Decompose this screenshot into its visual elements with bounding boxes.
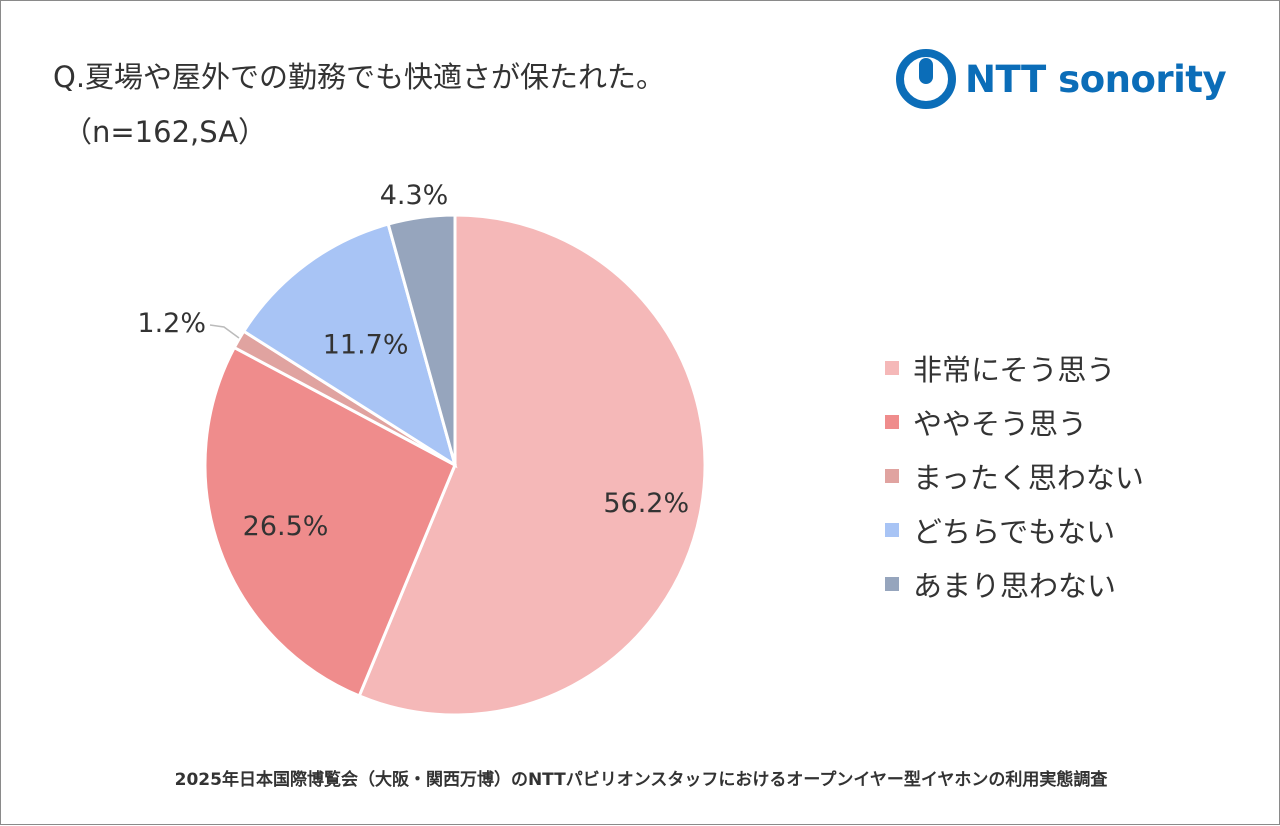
chart-title: Q.夏場や屋外での勤務でも快適さが保たれた。: [53, 60, 666, 94]
logo-text: NTT sonority: [965, 57, 1227, 101]
legend-swatch: [885, 361, 899, 375]
ntt-logo-icon: [896, 49, 956, 109]
legend-swatch: [885, 577, 899, 591]
slice-label: 26.5%: [243, 511, 329, 542]
legend-label: どちらでもない: [913, 515, 1116, 549]
legend-label: あまり思わない: [913, 569, 1117, 603]
chart-subtitle: （n=162,SA）: [63, 115, 268, 149]
chart-legend: 非常にそう思う ややそう思うまったく思わない どちらでもない あまり思わない: [885, 341, 1144, 611]
slice-label: 4.3%: [380, 180, 449, 211]
legend-item: まったく思わない: [885, 449, 1144, 503]
brand-logo: NTT sonority: [895, 47, 1227, 111]
pie-slice: [203, 345, 457, 698]
legend-swatch: [885, 523, 899, 537]
legend-swatch: [885, 415, 899, 429]
slice-label: 11.7%: [323, 330, 409, 361]
slice-label: 1.2%: [137, 308, 206, 339]
legend-label: まったく思わない: [913, 461, 1144, 495]
slice-label: 56.2%: [603, 488, 689, 519]
pie-slice: [357, 213, 707, 717]
legend-item: 非常にそう思う: [885, 341, 1144, 395]
legend-item: あまり思わない: [885, 557, 1144, 611]
leader-line: [209, 324, 240, 339]
pie-slice: [386, 213, 457, 466]
legend-swatch: [885, 469, 899, 483]
legend-label: 非常にそう思う: [913, 353, 1116, 387]
survey-source: 2025年日本国際博覧会（大阪・関西万博）のNTTパビリオンスタッフにおけるオー…: [174, 770, 1108, 790]
legend-item: ややそう思う: [885, 395, 1144, 449]
legend-label: ややそう思う: [913, 407, 1088, 441]
pie-slice: [241, 222, 458, 469]
legend-item: どちらでもない: [885, 503, 1144, 557]
